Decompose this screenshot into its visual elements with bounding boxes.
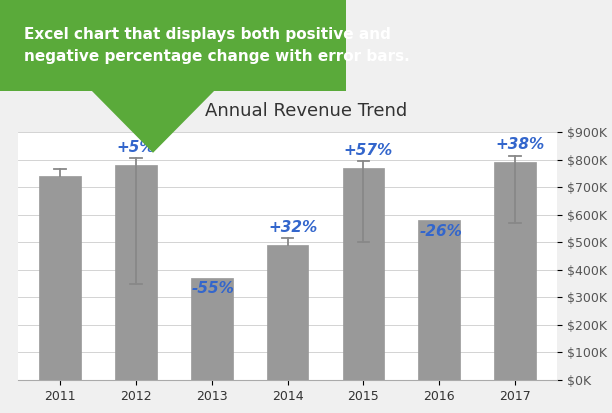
Text: -26%: -26% xyxy=(420,223,463,239)
Text: Excel chart that displays both positive and
negative percentage change with erro: Excel chart that displays both positive … xyxy=(24,27,410,64)
Text: Annual Revenue Trend: Annual Revenue Trend xyxy=(205,102,407,120)
Text: +38%: +38% xyxy=(496,137,545,152)
Bar xyxy=(115,165,157,380)
Bar xyxy=(494,162,536,380)
Bar xyxy=(419,220,460,380)
Text: +5%: +5% xyxy=(116,140,155,155)
Bar xyxy=(267,245,308,380)
Bar xyxy=(39,176,81,380)
Bar xyxy=(191,278,233,380)
Text: +57%: +57% xyxy=(344,143,393,158)
Bar xyxy=(343,168,384,380)
Text: -55%: -55% xyxy=(192,281,235,297)
Text: +32%: +32% xyxy=(268,220,317,235)
